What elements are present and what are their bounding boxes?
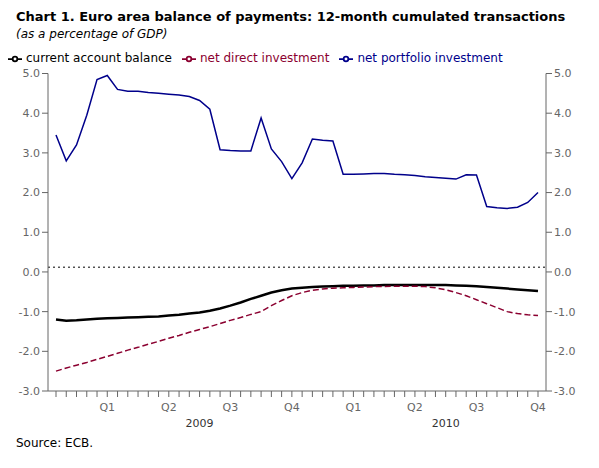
svg-text:Q1: Q1 bbox=[99, 401, 115, 414]
svg-text:0.0: 0.0 bbox=[23, 266, 41, 279]
svg-text:1.0: 1.0 bbox=[554, 226, 572, 239]
svg-text:-1.0: -1.0 bbox=[19, 306, 40, 319]
svg-text:-3.0: -3.0 bbox=[19, 385, 40, 398]
svg-text:2010: 2010 bbox=[432, 417, 460, 430]
svg-text:4.0: 4.0 bbox=[23, 107, 41, 120]
svg-text:Q4: Q4 bbox=[284, 401, 300, 414]
html-text:net portfolio investment: net portfolio investment bbox=[357, 51, 503, 65]
svg-text:0.0: 0.0 bbox=[554, 266, 572, 279]
svg-text:5.0: 5.0 bbox=[23, 67, 41, 80]
html-text:Source: ECB.: Source: ECB. bbox=[16, 436, 94, 450]
svg-text:2.0: 2.0 bbox=[554, 186, 572, 199]
svg-text:2009: 2009 bbox=[186, 417, 214, 430]
svg-text:1.0: 1.0 bbox=[23, 226, 41, 239]
html-text:Chart 1. Euro area balance of: Chart 1. Euro area balance of payments: … bbox=[16, 9, 566, 24]
svg-text:Q3: Q3 bbox=[223, 401, 239, 414]
html-text:(as a percentage of GDP): (as a percentage of GDP) bbox=[16, 27, 168, 41]
svg-text:-3.0: -3.0 bbox=[554, 385, 575, 398]
svg-text:-2.0: -2.0 bbox=[19, 345, 40, 358]
svg-text:Q4: Q4 bbox=[530, 401, 546, 414]
svg-text:Q2: Q2 bbox=[161, 401, 177, 414]
svg-text:3.0: 3.0 bbox=[23, 147, 41, 160]
svg-text:-2.0: -2.0 bbox=[554, 345, 575, 358]
svg-text:Q3: Q3 bbox=[469, 401, 485, 414]
html-text:current account balance: current account balance bbox=[26, 51, 172, 65]
svg-text:5.0: 5.0 bbox=[554, 67, 572, 80]
svg-text:3.0: 3.0 bbox=[554, 147, 572, 160]
svg-text:Q2: Q2 bbox=[407, 401, 423, 414]
svg-text:2.0: 2.0 bbox=[23, 186, 41, 199]
svg-text:4.0: 4.0 bbox=[554, 107, 572, 120]
svg-text:-1.0: -1.0 bbox=[554, 306, 575, 319]
svg-text:Q1: Q1 bbox=[346, 401, 362, 414]
html-text:net direct investment: net direct investment bbox=[200, 51, 330, 65]
